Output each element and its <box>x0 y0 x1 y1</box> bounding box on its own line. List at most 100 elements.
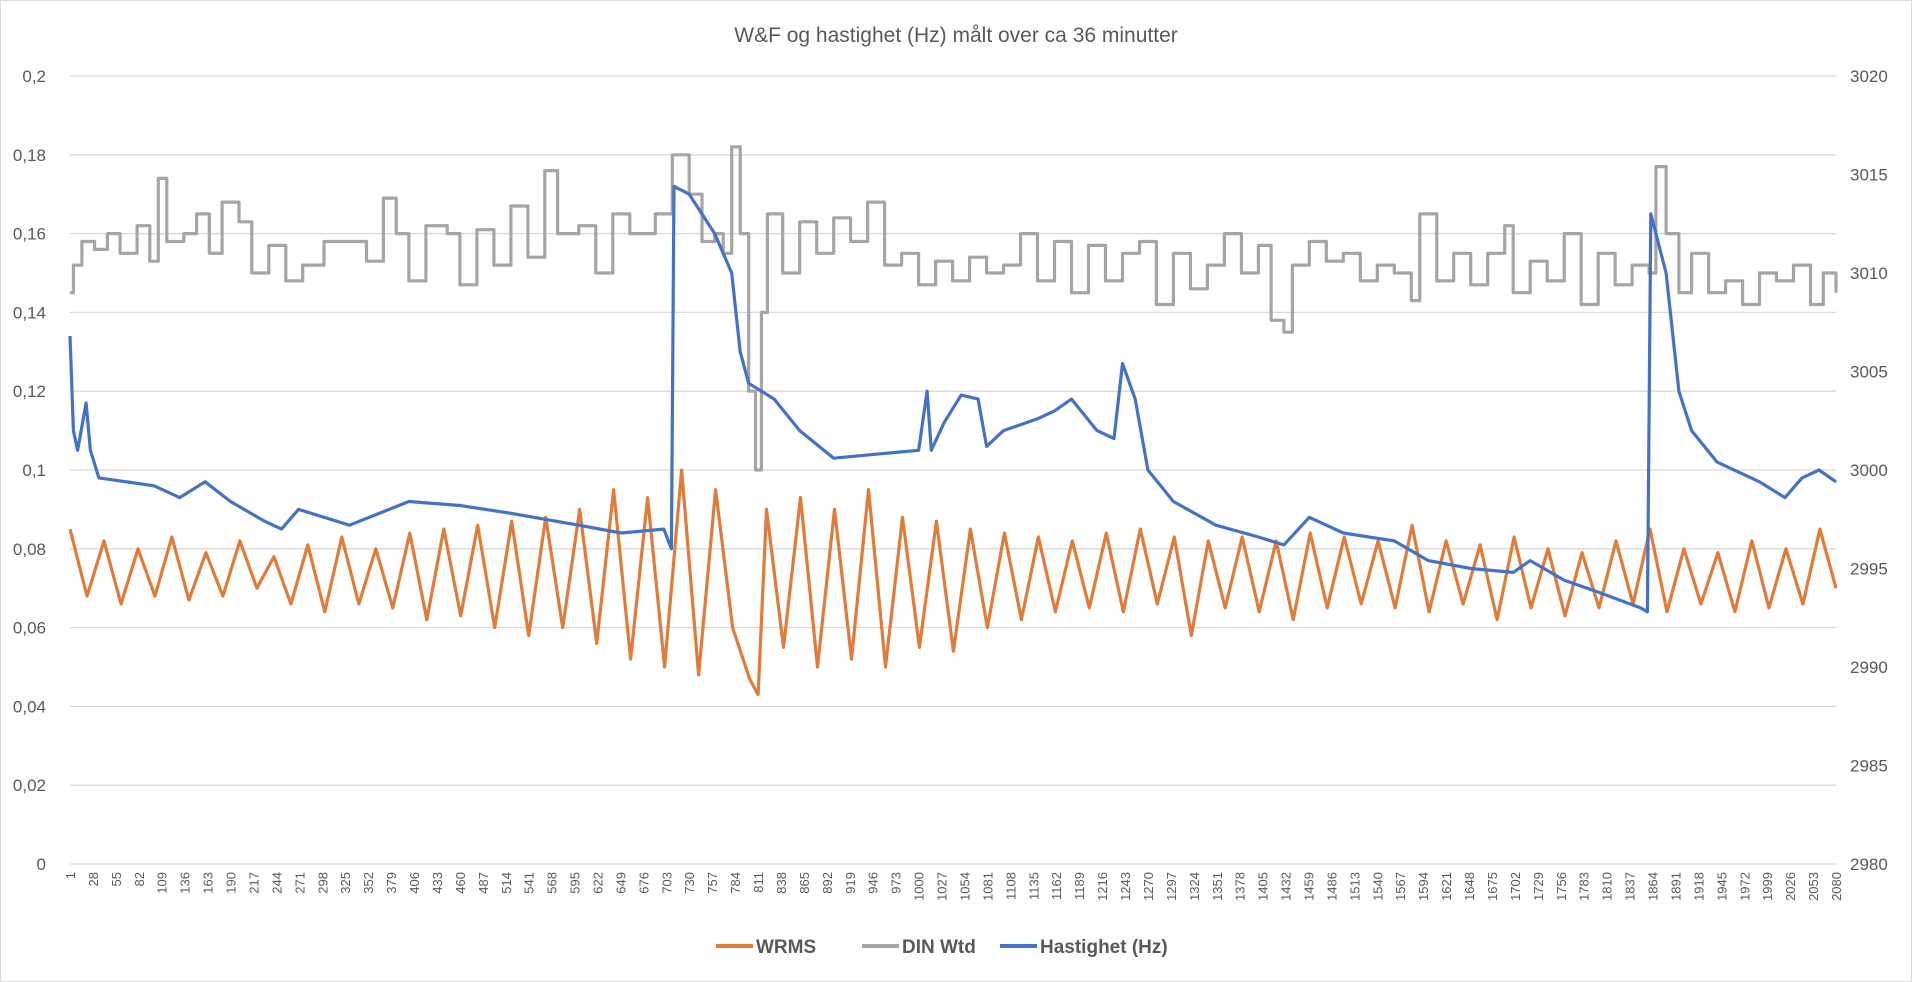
left-tick-label: 0,04 <box>13 697 46 716</box>
legend-label: DIN Wtd <box>902 937 976 958</box>
series-line-din-wtd <box>70 145 1838 472</box>
x-tick-label: 730 <box>682 872 697 894</box>
x-tick-label: 1135 <box>1026 872 1041 900</box>
x-tick-label: 892 <box>820 872 835 894</box>
x-tick-label: 1567 <box>1393 872 1408 901</box>
x-tick-label: 1108 <box>1003 872 1018 900</box>
series-lines <box>68 145 1838 697</box>
x-tick-label: 379 <box>384 872 399 894</box>
x-tick-label: 973 <box>889 872 904 894</box>
x-tick-label: 1945 <box>1714 872 1729 901</box>
x-tick-label: 163 <box>201 872 216 894</box>
x-tick-label: 1675 <box>1485 872 1500 901</box>
x-tick-label: 784 <box>728 872 743 894</box>
x-tick-label: 217 <box>246 872 261 894</box>
x-tick-label: 1270 <box>1141 872 1156 901</box>
x-tick-label: 1810 <box>1600 872 1615 901</box>
x-tick-label: 460 <box>453 872 468 894</box>
x-tick-label: 622 <box>591 872 606 894</box>
left-tick-label: 0,12 <box>13 382 46 401</box>
x-tick-label: 109 <box>155 872 170 894</box>
x-tick-label: 1000 <box>912 872 927 901</box>
x-tick-label: 1324 <box>1187 872 1202 901</box>
x-tick-label: 190 <box>224 872 239 894</box>
x-tick-label: 811 <box>751 872 766 893</box>
x-tick-label: 1405 <box>1256 872 1271 901</box>
x-tick-label: 946 <box>866 872 881 894</box>
right-tick-label: 3020 <box>1850 67 1888 86</box>
x-tick-label: 1594 <box>1416 872 1431 901</box>
x-tick-label: 838 <box>774 872 789 894</box>
x-tick-label: 1864 <box>1646 872 1661 901</box>
x-tick-label: 1513 <box>1347 872 1362 901</box>
x-tick-label: 1297 <box>1164 872 1179 901</box>
x-tick-label: 1540 <box>1370 872 1385 901</box>
x-tick-label: 919 <box>843 872 858 894</box>
x-tick-label: 865 <box>797 872 812 894</box>
x-tick-label: 1729 <box>1531 872 1546 901</box>
x-tick-label: 1081 <box>980 872 995 901</box>
x-tick-label: 325 <box>338 872 353 894</box>
left-axis-ticks: 0 0,02 0,04 0,06 0,08 0,1 0,12 0,14 0,16 0,18 0,2 <box>13 67 46 874</box>
left-tick-label: 0,02 <box>13 776 46 795</box>
x-tick-label: 1 <box>63 872 78 879</box>
x-tick-label: 1486 <box>1324 872 1339 901</box>
x-tick-label: 1054 <box>957 872 972 901</box>
x-tick-label: 298 <box>315 872 330 894</box>
x-tick-label: 1432 <box>1279 872 1294 901</box>
x-tick-label: 1189 <box>1072 872 1087 900</box>
x-tick-label: 28 <box>86 872 101 886</box>
x-tick-label: 541 <box>522 872 537 894</box>
series-line-wrms <box>68 468 1838 697</box>
x-tick-label: 676 <box>636 872 651 894</box>
x-tick-label: 1837 <box>1623 872 1638 901</box>
left-tick-label: 0,2 <box>22 67 46 86</box>
gridlines <box>70 75 1836 865</box>
x-tick-label: 1756 <box>1554 872 1569 901</box>
x-tick-label: 1216 <box>1095 872 1110 901</box>
x-tick-label: 1918 <box>1691 872 1706 901</box>
x-tick-label: 1243 <box>1118 872 1133 901</box>
x-tick-label: 136 <box>178 872 193 894</box>
x-tick-label: 406 <box>407 872 422 894</box>
x-tick-label: 2053 <box>1806 872 1821 901</box>
x-tick-label: 1783 <box>1577 872 1592 901</box>
x-tick-label: 1999 <box>1760 872 1775 901</box>
x-tick-label: 55 <box>109 872 124 886</box>
x-tick-label: 487 <box>476 872 491 894</box>
x-tick-label: 1459 <box>1301 872 1316 901</box>
x-tick-label: 244 <box>269 872 284 894</box>
right-tick-label: 3015 <box>1850 166 1888 185</box>
x-tick-label: 82 <box>132 872 147 886</box>
x-tick-label: 433 <box>430 872 445 894</box>
chart-title: W&F og hastighet (Hz) målt over ca 36 mi… <box>734 24 1178 47</box>
right-tick-label: 2980 <box>1850 855 1888 874</box>
x-tick-label: 1621 <box>1439 872 1454 901</box>
x-tick-label: 352 <box>361 872 376 894</box>
right-tick-label: 2990 <box>1850 658 1888 677</box>
left-tick-label: 0,16 <box>13 225 46 244</box>
right-tick-label: 3005 <box>1850 363 1888 382</box>
left-tick-label: 0,18 <box>13 146 46 165</box>
x-tick-label: 1702 <box>1508 872 1523 901</box>
left-tick-label: 0,1 <box>22 461 46 480</box>
x-tick-label: 1972 <box>1737 872 1752 901</box>
x-tick-label: 1378 <box>1233 872 1248 901</box>
x-tick-label: 1027 <box>935 872 950 901</box>
right-tick-label: 2995 <box>1850 560 1888 579</box>
left-tick-label: 0,08 <box>13 540 46 559</box>
x-tick-label: 1351 <box>1210 872 1225 901</box>
left-tick-label: 0,14 <box>13 303 46 322</box>
x-tick-label: 1891 <box>1668 872 1683 901</box>
x-tick-label: 2026 <box>1783 872 1798 901</box>
x-tick-label: 649 <box>613 872 628 894</box>
legend-label: Hastighet (Hz) <box>1040 937 1168 958</box>
left-tick-label: 0,06 <box>13 619 46 638</box>
right-tick-label: 3010 <box>1850 264 1888 283</box>
x-tick-label: 703 <box>659 872 674 894</box>
x-tick-label: 757 <box>705 872 720 894</box>
x-axis-ticks: 1 28 55 82 109 136 163 190 217 244 271 298 325 352 379… <box>63 872 1844 901</box>
legend-label: WRMS <box>756 937 816 958</box>
right-tick-label: 3000 <box>1850 461 1888 480</box>
